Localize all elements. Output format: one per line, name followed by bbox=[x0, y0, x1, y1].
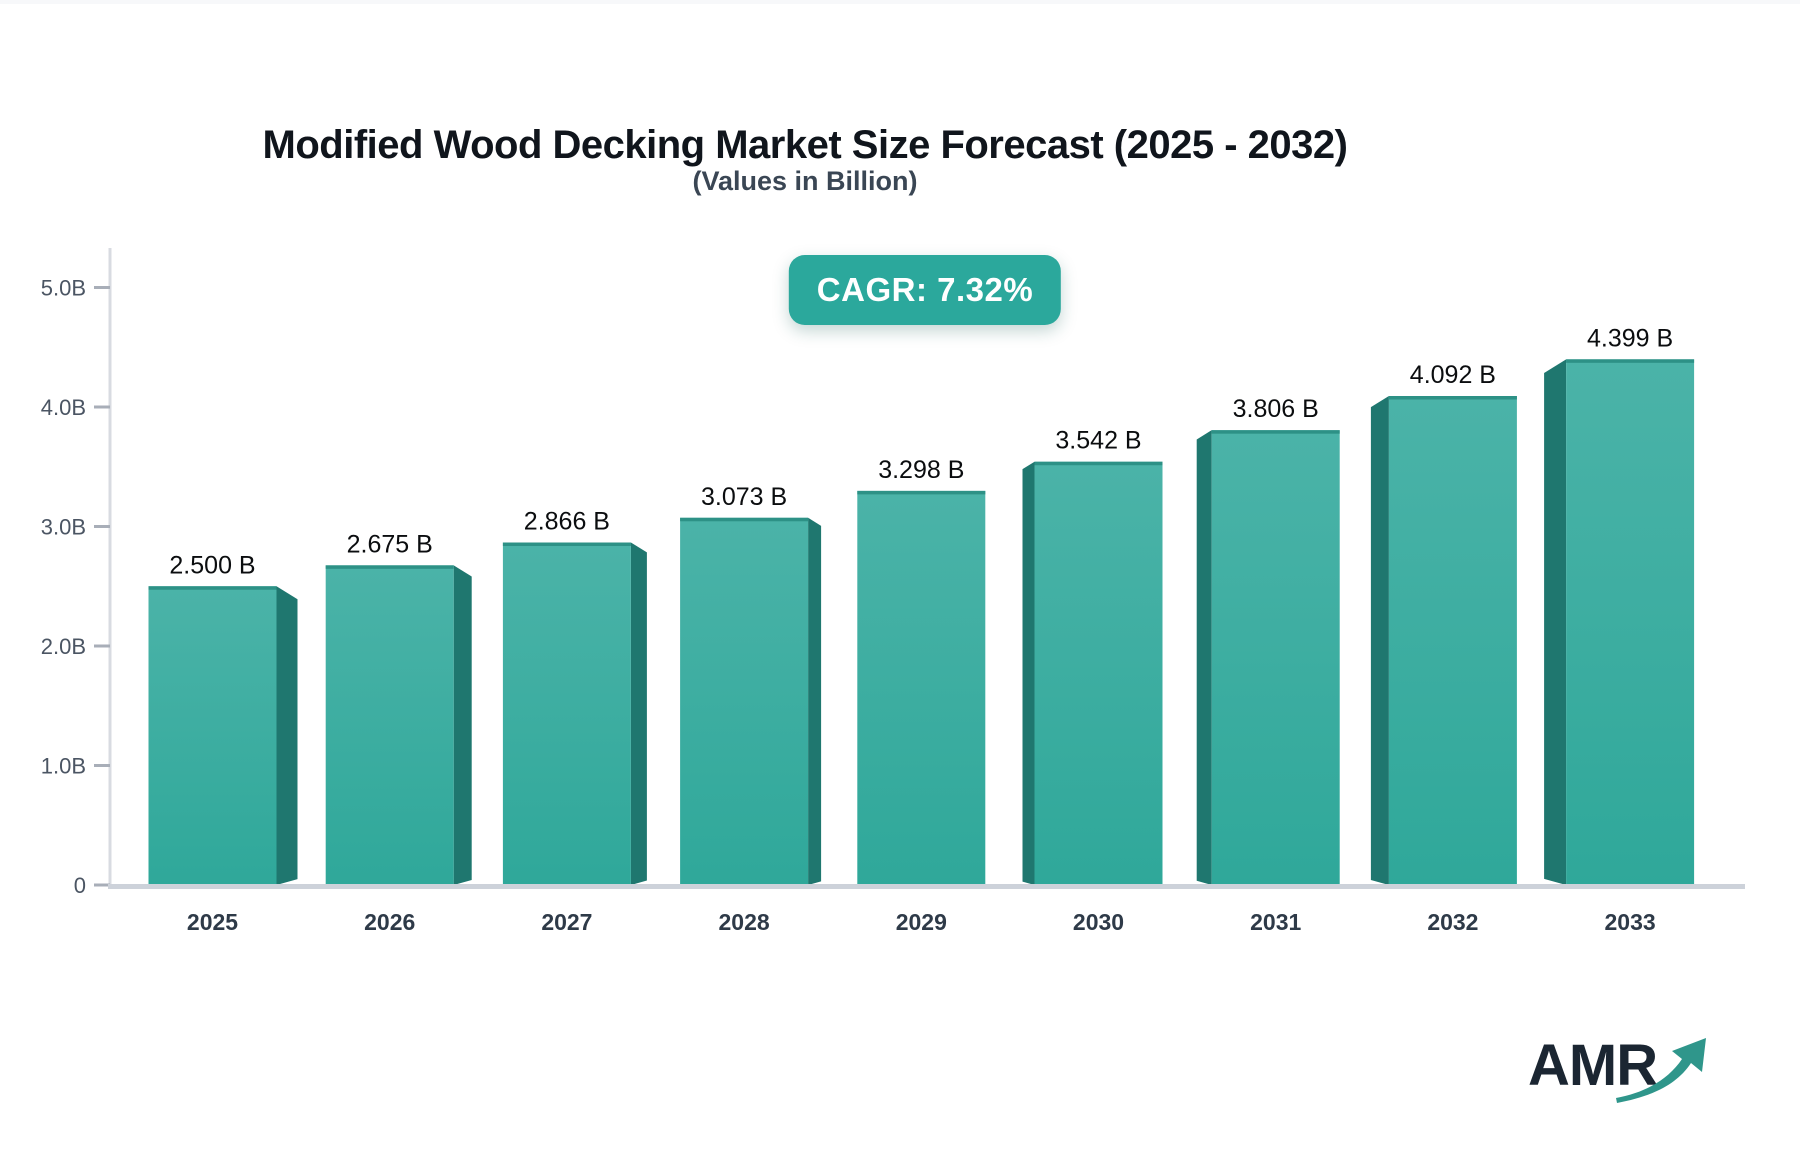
bar bbox=[1211, 430, 1340, 885]
bar-top-edge bbox=[1211, 430, 1340, 434]
bar bbox=[857, 490, 986, 885]
bar-value-label: 3.806 B bbox=[1233, 395, 1319, 423]
x-axis-label: 2032 bbox=[1427, 909, 1478, 935]
bar-side-face bbox=[630, 542, 647, 885]
bar-value-label: 4.399 B bbox=[1587, 324, 1673, 352]
bar-top-edge bbox=[1566, 359, 1695, 363]
x-axis-label: 2026 bbox=[364, 909, 415, 935]
bar-value-label: 3.298 B bbox=[878, 456, 964, 484]
chart-subtitle: (Values in Billion) bbox=[692, 166, 918, 196]
bar bbox=[680, 517, 809, 885]
y-tick-label: 1.0B bbox=[41, 754, 86, 779]
x-axis-label: 2028 bbox=[719, 909, 770, 935]
bar-top-edge bbox=[857, 490, 986, 495]
bar-top-edge bbox=[680, 517, 809, 522]
bar bbox=[148, 586, 277, 885]
bar-side-face bbox=[1022, 461, 1035, 885]
bar bbox=[1388, 396, 1517, 885]
bar-top-edge bbox=[325, 565, 454, 569]
bar-value-label: 2.866 B bbox=[524, 508, 610, 536]
bar-value-label: 2.675 B bbox=[347, 530, 433, 558]
x-axis-label: 2025 bbox=[187, 909, 238, 935]
bar-side-face bbox=[1544, 359, 1567, 886]
bar-top-edge bbox=[1388, 396, 1517, 400]
bar bbox=[325, 565, 454, 885]
bar-top-edge bbox=[502, 542, 631, 547]
bar-side-face bbox=[276, 586, 298, 885]
page-top-border bbox=[0, 0, 1800, 4]
bar-value-label: 3.073 B bbox=[701, 483, 787, 511]
bar-side-face bbox=[453, 565, 472, 885]
bar-top-edge bbox=[148, 586, 277, 590]
bar-value-label: 3.542 B bbox=[1055, 427, 1141, 455]
amr-logo-text: AMR bbox=[1528, 1033, 1658, 1098]
x-axis-label: 2033 bbox=[1605, 909, 1656, 935]
cagr-badge: CAGR: 7.32% bbox=[788, 255, 1062, 325]
bar-side-face bbox=[808, 517, 822, 885]
growth-arrow-icon bbox=[1616, 1038, 1706, 1103]
bar-side-face bbox=[1196, 430, 1212, 885]
bar-value-label: 4.092 B bbox=[1410, 361, 1496, 389]
amr-logo: AMR bbox=[1528, 1032, 1728, 1112]
cagr-badge-label: CAGR: 7.32% bbox=[816, 271, 1034, 308]
bar bbox=[1034, 461, 1163, 885]
bar bbox=[1566, 359, 1695, 886]
y-tick-label: 2.0B bbox=[41, 634, 86, 659]
x-axis-label: 2031 bbox=[1250, 909, 1301, 935]
chart-title: Modified Wood Decking Market Size Foreca… bbox=[262, 122, 1348, 167]
bar-value-label: 2.500 B bbox=[169, 551, 255, 579]
bar-side-face bbox=[1370, 396, 1389, 885]
y-tick-label: 0 bbox=[74, 873, 86, 898]
y-tick-label: 3.0B bbox=[41, 515, 86, 540]
x-axis-label: 2030 bbox=[1073, 909, 1124, 935]
bar bbox=[502, 542, 631, 885]
x-axis-label: 2027 bbox=[541, 909, 592, 935]
y-tick-label: 5.0B bbox=[41, 276, 86, 301]
bar-top-edge bbox=[1034, 461, 1163, 466]
x-axis-label: 2029 bbox=[896, 909, 947, 935]
y-tick-label: 4.0B bbox=[41, 395, 86, 420]
